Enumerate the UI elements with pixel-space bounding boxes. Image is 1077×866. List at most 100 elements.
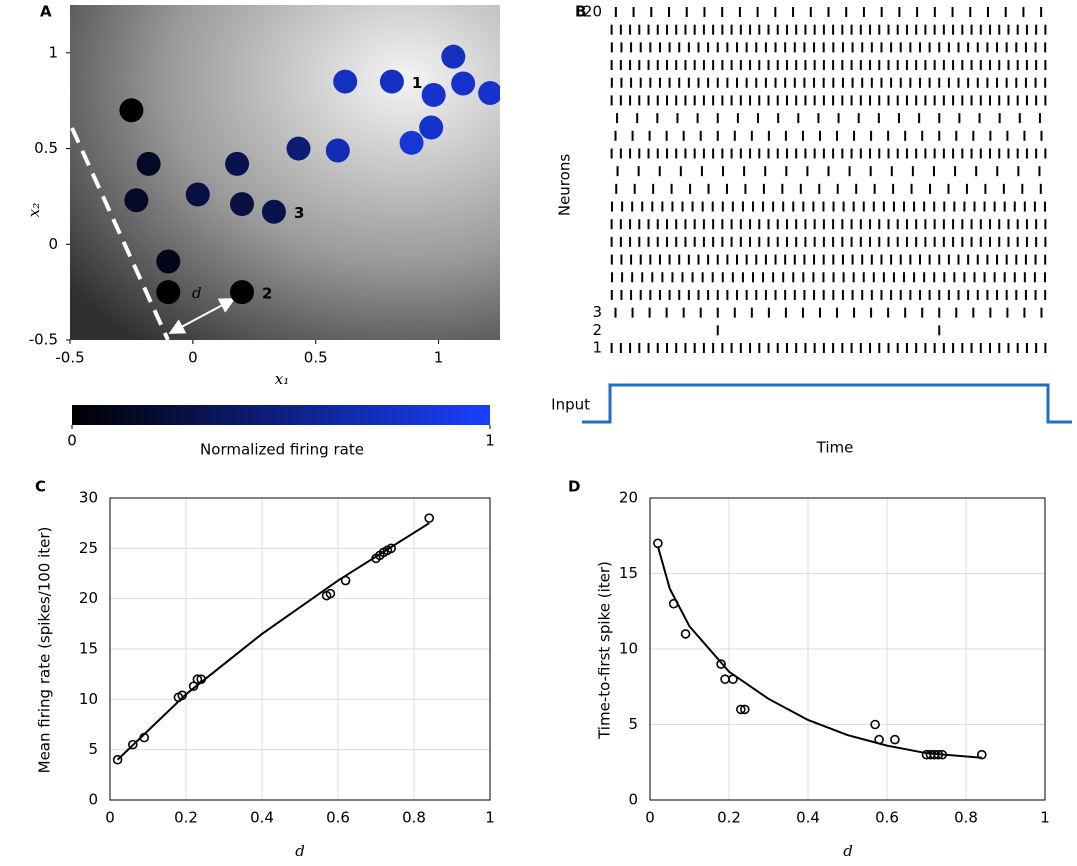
x-tick-label: 1	[485, 809, 495, 827]
y-tick-label: 10	[79, 690, 98, 708]
y-tick-label: 10	[619, 640, 638, 658]
colorbar-tick-label: 1	[485, 432, 495, 450]
y-tick-label: 5	[88, 740, 98, 758]
x-tick-label: 0.4	[250, 809, 274, 827]
y-tick-label: 0	[628, 791, 638, 809]
y-tick-label: 20	[79, 589, 98, 607]
x-tick-label: 0.2	[717, 809, 741, 827]
neuron	[478, 81, 500, 106]
point	[192, 674, 203, 685]
point	[890, 734, 900, 745]
x-tick-label: 0.6	[875, 809, 899, 827]
y-tick-label: 0	[48, 235, 58, 253]
x-axis-label: Time	[816, 439, 854, 457]
neuron	[419, 115, 444, 140]
neuron	[156, 280, 181, 305]
plot-frame	[649, 497, 1046, 801]
neuron	[124, 188, 149, 213]
x-tick-label: -0.5	[55, 349, 84, 367]
y-tick-label: 5	[628, 715, 638, 733]
y-tick-label: 15	[619, 564, 638, 582]
neuron	[185, 182, 210, 207]
x-axis-label: x₁	[275, 370, 289, 388]
panel-label: B	[575, 3, 586, 21]
x-tick-label: 0.5	[304, 349, 328, 367]
point	[976, 749, 987, 760]
point	[736, 704, 746, 715]
neuron	[136, 151, 161, 176]
neuron	[225, 151, 250, 176]
fit-curve	[116, 522, 430, 761]
y-tick-label: 0.5	[34, 139, 58, 157]
plot-background	[70, 5, 500, 340]
decision-boundary	[70, 127, 170, 341]
input-label: Input	[551, 396, 590, 414]
y-tick-label: 0	[88, 791, 98, 809]
x-tick-label: 0	[105, 809, 115, 827]
row-label: 20	[583, 3, 602, 21]
point	[716, 659, 726, 669]
neuron	[286, 136, 311, 161]
x-tick-label: 0.6	[326, 809, 350, 827]
neuron	[441, 44, 466, 69]
point	[870, 719, 880, 730]
x-tick-label: 0.8	[402, 809, 426, 827]
neuron-label: 2	[262, 285, 272, 303]
fit-curve	[656, 546, 982, 759]
colorbar-label: Normalized firing rate	[200, 441, 364, 459]
y-axis-label: x₂	[25, 203, 43, 217]
neuron	[230, 280, 254, 305]
neuron	[325, 138, 350, 163]
point	[680, 629, 691, 639]
y-tick-label: 30	[79, 489, 98, 507]
x-tick-label: 0.8	[954, 809, 978, 827]
neuron	[399, 130, 424, 155]
x-tick-label: 1	[1040, 809, 1050, 827]
neuron-label: 3	[294, 204, 304, 222]
x-tick-label: 1	[434, 349, 444, 367]
x-tick-label: 0.4	[796, 809, 820, 827]
y-tick-label: 25	[79, 539, 98, 557]
neuron	[451, 71, 476, 96]
panel-label: A	[40, 3, 52, 21]
plot-frame	[109, 497, 491, 801]
neuron	[261, 199, 286, 224]
y-tick-label: 20	[619, 489, 638, 507]
colorbar-tick-label: 0	[67, 432, 77, 450]
distance-label: d	[192, 284, 202, 302]
point	[739, 704, 750, 715]
neuron	[333, 69, 358, 94]
point	[325, 588, 336, 599]
x-axis-label: d	[295, 842, 305, 860]
point	[424, 513, 435, 523]
distance-arrow	[168, 298, 236, 334]
panel-label: D	[568, 478, 580, 496]
neuron	[379, 69, 404, 94]
x-tick-label: 0.2	[174, 809, 198, 827]
y-axis-label: Neurons	[556, 154, 574, 216]
y-tick-label: 1	[48, 43, 58, 61]
point	[112, 754, 123, 765]
input-step	[582, 383, 1072, 424]
point	[720, 674, 730, 685]
row-label: 3	[592, 303, 602, 321]
colorbar	[72, 405, 490, 425]
neuron	[156, 249, 181, 274]
point	[128, 739, 138, 750]
neuron	[230, 192, 254, 217]
point	[653, 538, 663, 549]
neuron-label: 1	[412, 74, 422, 92]
neuron	[421, 82, 446, 107]
panel-label: C	[35, 478, 46, 496]
row-label: 1	[592, 339, 602, 357]
y-axis-label: Time-to-first spike (iter)	[596, 561, 614, 740]
y-axis-label: Mean firing rate (spikes/100 iter)	[36, 527, 54, 774]
y-tick-label: -0.5	[29, 331, 58, 349]
y-tick-label: 15	[79, 640, 98, 658]
point	[386, 543, 397, 554]
x-axis-label: d	[843, 842, 853, 860]
neuron	[119, 98, 144, 123]
x-tick-label: 0	[645, 809, 655, 827]
